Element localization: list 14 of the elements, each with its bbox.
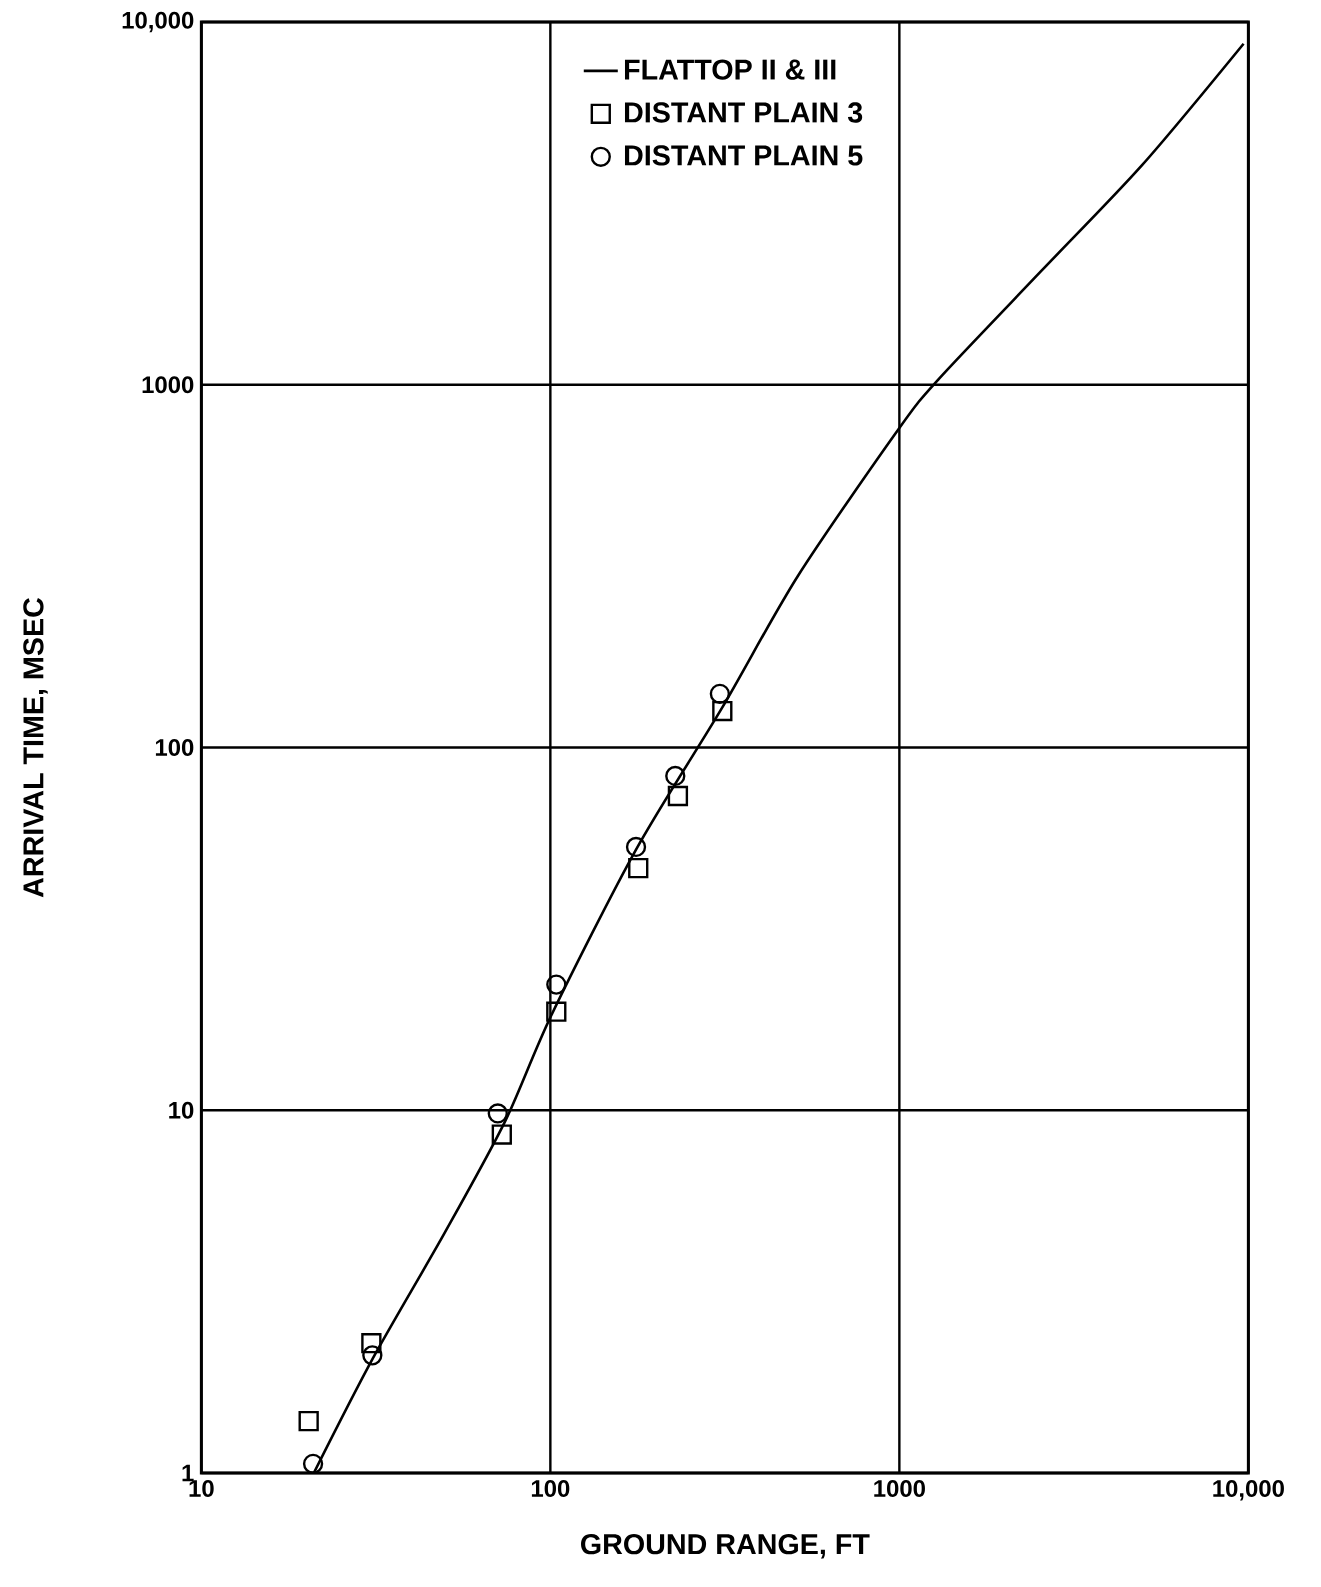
y-tick-label: 10,000 [122, 11, 194, 33]
x-tick-label: 10 [189, 1480, 214, 1497]
x-tick-label: 100 [531, 1480, 570, 1497]
legend-label: FLATTOP II & III [624, 59, 836, 80]
y-tick-label: 1 [182, 1464, 194, 1482]
y-tick-label: 1000 [142, 376, 194, 394]
x-tick-label: 10,000 [1213, 1480, 1284, 1501]
legend-label: DISTANT PLAIN 5 [624, 145, 863, 166]
x-tick-label: 1000 [874, 1480, 925, 1497]
y-tick-label: 10 [169, 1101, 194, 1119]
y-axis-title: ARRIVAL TIME, MSEC [23, 597, 48, 898]
x-axis-title: GROUND RANGE, FT [580, 1534, 870, 1559]
y-tick-label: 100 [155, 739, 194, 756]
legend-label: DISTANT PLAIN 3 [624, 102, 863, 123]
